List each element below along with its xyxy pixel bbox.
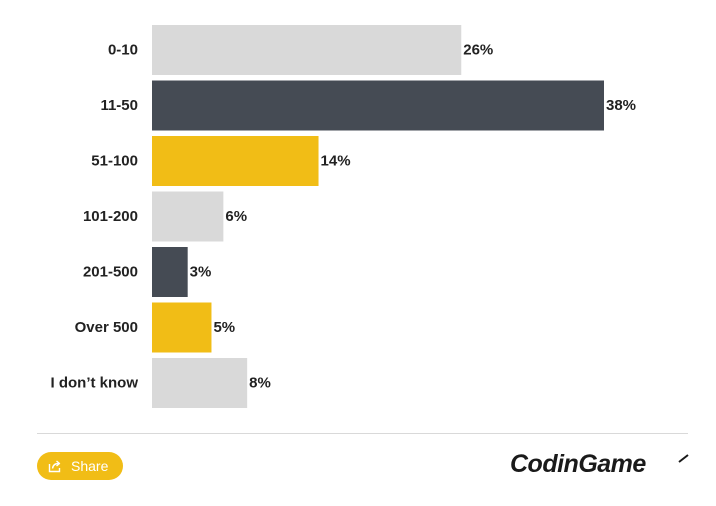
bar-6[interactable] — [152, 358, 248, 408]
value-label-5: 5% — [213, 319, 235, 336]
brand-text: CodinGame — [510, 450, 646, 478]
bar-2[interactable] — [152, 136, 319, 186]
category-label-0: 0-10 — [108, 42, 138, 59]
share-label: Share — [71, 458, 109, 474]
footer-divider — [37, 433, 688, 434]
category-label-6: I don’t know — [51, 375, 139, 392]
category-label-4: 201-500 — [83, 264, 138, 281]
bar-4[interactable] — [152, 247, 188, 297]
bar-chart: 0-10 26% 11-50 38% 51-100 14% 101-200 6% 201-500… — [51, 25, 638, 408]
value-label-0: 26% — [463, 42, 493, 59]
bar-0[interactable] — [152, 25, 462, 75]
category-label-1: 11-50 — [100, 97, 138, 114]
bar-1[interactable] — [152, 80, 604, 131]
brand-logo[interactable]: CodinGame — [510, 450, 690, 480]
share-icon — [48, 460, 61, 473]
value-label-4: 3% — [190, 264, 212, 281]
value-label-6: 8% — [249, 375, 271, 392]
value-label-2: 14% — [321, 153, 351, 170]
bar-5[interactable] — [152, 302, 212, 353]
value-label-1: 38% — [606, 97, 636, 114]
brand-mark-icon — [678, 454, 689, 463]
chart-svg: 0-10 26% 11-50 38% 51-100 14% 101-200 6% 201-500… — [51, 25, 638, 408]
category-label-3: 101-200 — [83, 208, 138, 225]
value-label-3: 6% — [225, 208, 247, 225]
bar-3[interactable] — [152, 191, 224, 242]
category-label-5: Over 500 — [75, 319, 138, 336]
category-label-2: 51-100 — [91, 153, 138, 170]
share-button[interactable]: Share — [37, 452, 123, 480]
